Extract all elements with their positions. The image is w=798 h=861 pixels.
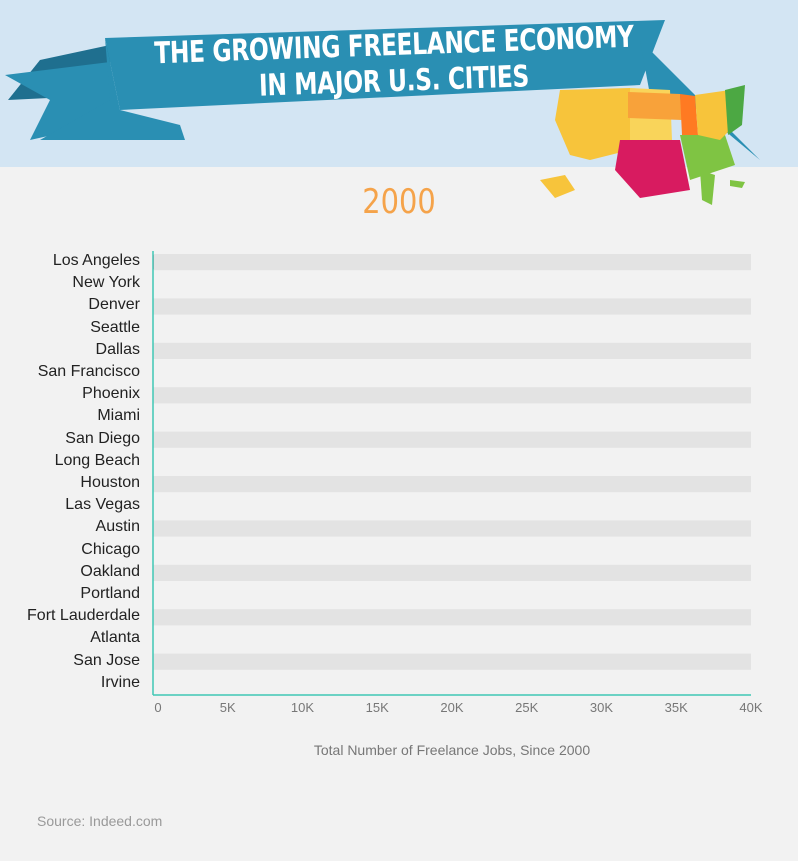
us-map-icon <box>540 85 745 205</box>
category-label: Los Angeles <box>52 252 140 269</box>
category-label: Las Vegas <box>65 496 140 514</box>
row-stripe <box>153 387 751 404</box>
row-stripe <box>153 298 751 315</box>
x-tick-label: 30K <box>589 700 614 715</box>
x-tick-label: 35K <box>664 700 688 715</box>
category-label: Oakland <box>80 562 140 580</box>
x-tick-label: 5K <box>219 700 236 715</box>
category-label: Atlanta <box>90 629 140 647</box>
category-label: Dallas <box>95 340 140 358</box>
category-label: San Diego <box>65 429 140 447</box>
row-stripe <box>153 476 751 493</box>
category-label: Long Beach <box>54 451 140 469</box>
x-tick-label: 10K <box>290 700 315 715</box>
source-note: Source: Indeed.com <box>37 813 163 829</box>
x-tick-label: 25K <box>515 700 539 715</box>
x-axis-label: Total Number of Freelance Jobs, Since 20… <box>313 742 591 758</box>
title-banner <box>5 20 760 160</box>
category-label: Fort Lauderdale <box>27 607 140 625</box>
x-tick-label: 20K <box>440 700 464 715</box>
x-tick-label: 15K <box>365 700 389 715</box>
row-stripe <box>153 342 751 359</box>
category-label: Chicago <box>81 540 140 558</box>
x-tick-label: 40K <box>739 700 763 715</box>
category-label: Phoenix <box>82 385 140 403</box>
row-stripe <box>153 564 751 581</box>
category-label: Denver <box>88 296 140 314</box>
category-label: Irvine <box>100 673 140 691</box>
category-label: Portland <box>80 585 140 602</box>
row-stripe <box>153 520 751 537</box>
year-label: 2000 <box>362 182 436 222</box>
row-stripe <box>153 653 751 670</box>
row-stripe <box>153 431 751 448</box>
category-label: Miami <box>97 407 140 425</box>
category-label: Austin <box>95 518 140 536</box>
category-label: New York <box>72 274 140 292</box>
category-label: Seattle <box>90 318 140 336</box>
row-stripe <box>153 254 751 271</box>
row-stripe <box>153 609 751 626</box>
category-label: Houston <box>80 474 140 491</box>
category-label: San Francisco <box>37 363 140 380</box>
x-tick-label: 0 <box>154 700 162 715</box>
category-label: San Jose <box>73 651 140 669</box>
